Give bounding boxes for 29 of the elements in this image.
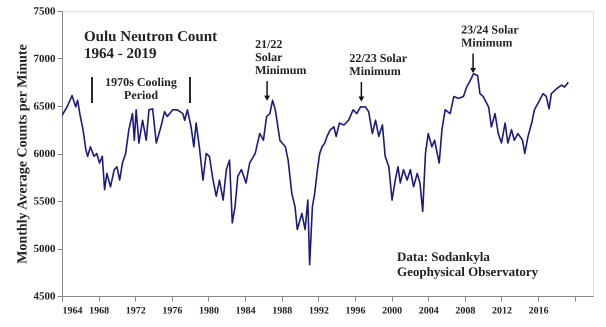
x-tick-label: 2008 <box>455 306 476 316</box>
annotation: 1970s Cooling Period <box>105 75 177 102</box>
y-tick-label: 6500 <box>34 100 56 112</box>
annotation: 21/22 Solar Minimum <box>255 37 306 78</box>
annotation: 23/24 Solar Minimum <box>461 22 520 50</box>
y-tick-label: 5500 <box>34 196 56 208</box>
x-tick-label: 1976 <box>162 306 182 316</box>
x-tick-label: 1972 <box>126 306 146 316</box>
x-tick-label: 2012 <box>492 306 512 316</box>
x-tick-label: 1984 <box>236 306 256 316</box>
y-tick-label: 4500 <box>34 290 56 302</box>
y-tick-label: 6000 <box>34 148 56 160</box>
x-tick-label: 1996 <box>345 306 366 316</box>
y-axis-title: Monthly Average Counts per Minute <box>16 44 30 264</box>
x-tick-label: 2016 <box>528 306 549 316</box>
x-tick-label: 2000 <box>382 306 402 316</box>
text: 1964 - 2019 <box>84 46 156 62</box>
y-tick-label: 7500 <box>34 6 56 18</box>
x-tick-label: 1968 <box>89 306 110 316</box>
annotation: Data: Sodankyla Geophysical Observatory <box>397 249 539 279</box>
y-tick-label: 7000 <box>34 53 56 65</box>
y-tick-label: 5000 <box>34 243 56 255</box>
annotation: 22/23 Solar Minimum <box>349 51 408 78</box>
x-tick-label: 1980 <box>198 306 219 316</box>
x-tick-label: 2004 <box>418 306 439 316</box>
x-tick-label: 1964 <box>62 306 82 316</box>
x-tick-label: 1988 <box>272 306 292 316</box>
x-tick-label: 1992 <box>308 306 329 316</box>
text: Oulu Neutron Count <box>84 29 218 45</box>
